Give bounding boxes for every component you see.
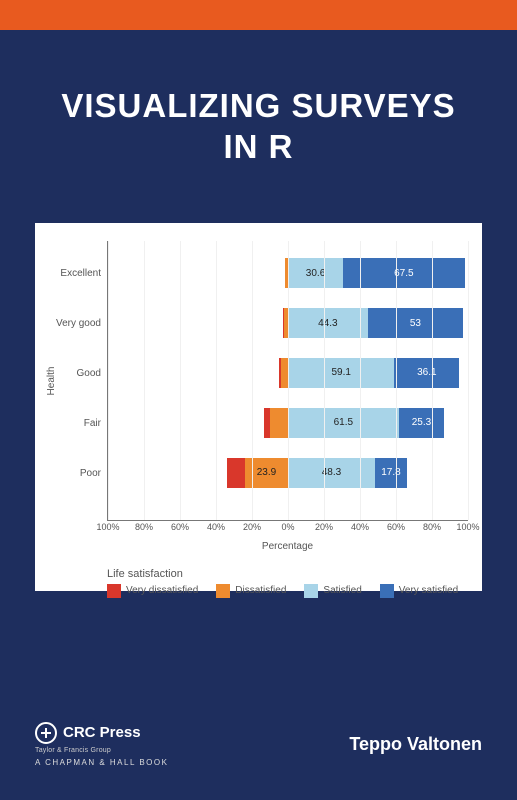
grid-line bbox=[396, 241, 397, 520]
bar-segment-very-satisfied: 25.3 bbox=[399, 408, 445, 438]
x-axis-ticks: 100%80%60%40%20%0%20%40%60%80%100% bbox=[108, 522, 468, 538]
bar-segment-satisfied: 61.5 bbox=[288, 408, 399, 438]
legend-item: Satisfied bbox=[304, 584, 361, 598]
title-line-1: VISUALIZING SURVEYS bbox=[30, 85, 487, 126]
bar-segment-satisfied: 48.3 bbox=[288, 458, 375, 488]
legend-label: Very satisfied bbox=[399, 585, 458, 596]
accent-bar bbox=[0, 0, 517, 30]
bar-segment-very-satisfied: 53 bbox=[368, 308, 463, 338]
x-tick-label: 100% bbox=[456, 522, 479, 532]
x-tick-label: 80% bbox=[423, 522, 441, 532]
author-name: Teppo Valtonen bbox=[349, 734, 482, 755]
legend-swatch bbox=[107, 584, 121, 598]
legend-item: Dissatisfied bbox=[216, 584, 286, 598]
grid-line bbox=[360, 241, 361, 520]
grid-line bbox=[432, 241, 433, 520]
legend-item: Very satisfied bbox=[380, 584, 458, 598]
bar-segment-very-satisfied: 17.8 bbox=[375, 458, 407, 488]
bar-segment-very-satisfied: 67.5 bbox=[343, 258, 465, 288]
bar-segment-dissatisfied bbox=[270, 408, 288, 438]
publisher-block: CRC Press Taylor & Francis Group A CHAPM… bbox=[35, 722, 168, 767]
y-category-label: Very good bbox=[49, 318, 101, 329]
x-tick-label: 60% bbox=[387, 522, 405, 532]
plot-region: 30.667.544.35359.136.161.525.323.948.317… bbox=[107, 241, 468, 521]
bar-segment-satisfied: 30.6 bbox=[288, 258, 343, 288]
x-tick-label: 20% bbox=[315, 522, 333, 532]
bar-segment-very-satisfied: 36.1 bbox=[394, 358, 459, 388]
bar-segment-dissatisfied bbox=[281, 358, 288, 388]
y-axis-categories: ExcellentVery goodGoodFairPoor bbox=[49, 241, 107, 521]
legend-title: Life satisfaction bbox=[107, 568, 468, 580]
chart-panel: Health ExcellentVery goodGoodFairPoor 30… bbox=[35, 223, 482, 591]
crc-logo-icon bbox=[35, 722, 57, 744]
book-cover: VISUALIZING SURVEYS IN R Health Excellen… bbox=[0, 0, 517, 800]
legend-swatch bbox=[304, 584, 318, 598]
legend-label: Dissatisfied bbox=[235, 585, 286, 596]
publisher-name: CRC Press bbox=[63, 724, 141, 741]
y-category-label: Excellent bbox=[49, 268, 101, 279]
title-area: VISUALIZING SURVEYS IN R bbox=[0, 30, 517, 208]
footer: CRC Press Taylor & Francis Group A CHAPM… bbox=[0, 710, 517, 800]
grid-line bbox=[108, 241, 109, 520]
bar-segment-very-dissatisfied bbox=[227, 458, 245, 488]
legend-label: Satisfied bbox=[323, 585, 361, 596]
y-category-label: Poor bbox=[49, 468, 101, 479]
grid-line bbox=[180, 241, 181, 520]
bar-segment-satisfied: 59.1 bbox=[288, 358, 394, 388]
grid-line bbox=[216, 241, 217, 520]
x-tick-label: 60% bbox=[171, 522, 189, 532]
grid-line bbox=[324, 241, 325, 520]
x-tick-label: 40% bbox=[351, 522, 369, 532]
grid-line bbox=[288, 241, 289, 520]
legend-label: Very dissatisfied bbox=[126, 585, 198, 596]
publisher-logo: CRC Press bbox=[35, 722, 168, 744]
legend-items: Very dissatisfied Dissatisfied Satisfied Ve… bbox=[107, 584, 468, 598]
x-tick-label: 80% bbox=[135, 522, 153, 532]
grid-line bbox=[468, 241, 469, 520]
publisher-series: A CHAPMAN & HALL BOOK bbox=[35, 758, 168, 767]
x-tick-label: 100% bbox=[96, 522, 119, 532]
publisher-tagline: Taylor & Francis Group bbox=[35, 747, 168, 754]
grid-line bbox=[144, 241, 145, 520]
x-tick-label: 40% bbox=[207, 522, 225, 532]
legend-item: Very dissatisfied bbox=[107, 584, 198, 598]
grid-line bbox=[252, 241, 253, 520]
legend-swatch bbox=[216, 584, 230, 598]
bar-segment-satisfied: 44.3 bbox=[288, 308, 368, 338]
chart-plot-area: Health ExcellentVery goodGoodFairPoor 30… bbox=[49, 241, 468, 521]
title-line-2: IN R bbox=[30, 126, 487, 167]
y-category-label: Fair bbox=[49, 418, 101, 429]
x-tick-label: 20% bbox=[243, 522, 261, 532]
legend-swatch bbox=[380, 584, 394, 598]
y-axis-title: Health bbox=[46, 366, 57, 395]
x-axis-title: Percentage bbox=[107, 541, 468, 552]
x-tick-label: 0% bbox=[281, 522, 294, 532]
legend: Life satisfaction Very dissatisfied Dissa… bbox=[107, 568, 468, 598]
